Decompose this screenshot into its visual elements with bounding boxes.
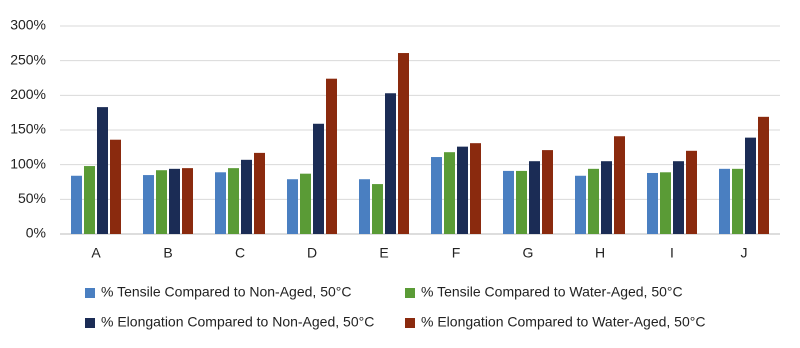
legend-label: % Elongation Compared to Water-Aged, 50°… bbox=[421, 314, 705, 330]
bar bbox=[719, 168, 730, 234]
bar bbox=[745, 137, 756, 234]
bar bbox=[228, 168, 239, 234]
y-tick-label: 50% bbox=[18, 190, 46, 206]
bar bbox=[169, 168, 180, 234]
x-tick-label: A bbox=[91, 245, 101, 261]
y-tick-label: 250% bbox=[10, 51, 46, 67]
x-tick-label: D bbox=[307, 245, 317, 261]
bar bbox=[470, 143, 481, 234]
bar bbox=[660, 172, 671, 234]
bar bbox=[575, 175, 586, 234]
x-tick-label: C bbox=[235, 245, 245, 261]
x-tick-label: B bbox=[163, 245, 172, 261]
bar bbox=[300, 173, 311, 234]
legend-label: % Elongation Compared to Non-Aged, 50°C bbox=[101, 314, 374, 330]
bar bbox=[542, 150, 553, 234]
x-tick-label: E bbox=[379, 245, 388, 261]
bar bbox=[313, 123, 324, 234]
bar bbox=[398, 53, 409, 234]
bar bbox=[686, 150, 697, 234]
x-tick-label: I bbox=[670, 245, 674, 261]
bar bbox=[385, 93, 396, 235]
bar bbox=[588, 168, 599, 234]
bar bbox=[110, 139, 121, 234]
bar bbox=[444, 152, 455, 234]
bar bbox=[647, 172, 658, 234]
bar bbox=[287, 179, 298, 234]
bar bbox=[732, 168, 743, 234]
bar bbox=[241, 159, 252, 234]
bar bbox=[601, 161, 612, 234]
bar bbox=[254, 152, 265, 234]
x-tick-label: F bbox=[452, 245, 461, 261]
x-tick-label: G bbox=[523, 245, 534, 261]
bar bbox=[182, 168, 193, 234]
legend-swatch bbox=[405, 318, 415, 328]
bar bbox=[97, 107, 108, 234]
x-tick-label: H bbox=[595, 245, 605, 261]
y-tick-label: 100% bbox=[10, 155, 46, 171]
bar bbox=[516, 170, 527, 234]
bar bbox=[614, 136, 625, 234]
legend-label: % Tensile Compared to Water-Aged, 50°C bbox=[421, 284, 683, 300]
x-tick-label: J bbox=[741, 245, 748, 261]
bar bbox=[431, 157, 442, 234]
y-tick-label: 150% bbox=[10, 121, 46, 137]
bar bbox=[673, 161, 684, 234]
bar bbox=[758, 116, 769, 234]
bar bbox=[215, 172, 226, 234]
bar bbox=[457, 146, 468, 234]
bar bbox=[359, 179, 370, 234]
legend-swatch bbox=[85, 288, 95, 298]
bar bbox=[71, 175, 82, 234]
bar bbox=[529, 161, 540, 234]
bar bbox=[156, 170, 167, 234]
legend-label: % Tensile Compared to Non-Aged, 50°C bbox=[101, 284, 351, 300]
bar bbox=[84, 166, 95, 234]
bar bbox=[326, 78, 337, 235]
y-tick-label: 200% bbox=[10, 86, 46, 102]
y-tick-label: 300% bbox=[10, 17, 46, 33]
y-tick-label: 0% bbox=[26, 225, 46, 241]
bar bbox=[372, 184, 383, 234]
bar bbox=[503, 170, 514, 234]
legend-swatch bbox=[85, 318, 95, 328]
bar bbox=[143, 175, 154, 234]
legend-swatch bbox=[405, 288, 415, 298]
